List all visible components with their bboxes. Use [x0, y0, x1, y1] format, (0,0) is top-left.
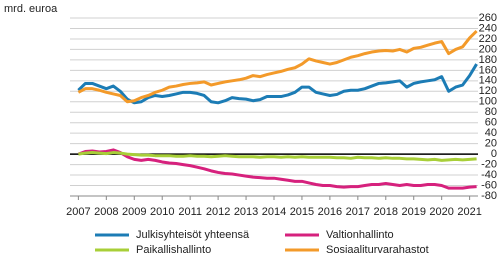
legend-label: Sosiaaliturvarahastot: [326, 244, 429, 256]
x-tick-label: 2009: [122, 206, 146, 218]
y-tick-label: 0: [491, 148, 497, 160]
series-line: [77, 63, 478, 105]
x-tick-label: 2016: [318, 206, 342, 218]
x-tick-label: 2014: [262, 206, 286, 218]
y-tick-label: 80: [485, 106, 497, 118]
x-tick-label: 2018: [374, 206, 398, 218]
y-tick-label: 180: [479, 54, 497, 66]
y-tick-label: -20: [481, 158, 497, 170]
x-tick-label: 2017: [346, 206, 370, 218]
y-tick-label: 240: [479, 22, 497, 34]
legend-label: Julkisyhteisöt yhteensä: [136, 229, 250, 241]
y-tick-label: 160: [479, 64, 497, 76]
y-tick-label: 220: [479, 33, 497, 45]
y-tick-label: 100: [479, 96, 497, 108]
y-tick-label: 260: [479, 12, 497, 24]
x-tick-label: 2019: [401, 206, 425, 218]
series-line: [78, 151, 477, 162]
x-tick-label: 2013: [234, 206, 258, 218]
y-axis-label: mrd. euroa: [4, 3, 58, 15]
y-tick-label: 140: [479, 75, 497, 87]
x-tick-label: 2010: [150, 206, 174, 218]
series-line: [77, 30, 478, 104]
x-tick-label: 2011: [178, 206, 202, 218]
y-tick-label: 40: [485, 127, 497, 139]
x-tick-label: 2008: [94, 206, 118, 218]
y-tick-label: -40: [481, 169, 497, 181]
x-tick-label: 2021: [457, 206, 481, 218]
legend-label: Paikallishallinto: [136, 244, 211, 256]
x-tick-label: 2007: [66, 206, 90, 218]
y-tick-label: 200: [479, 43, 497, 55]
y-tick-label: -60: [481, 179, 497, 191]
series-line: [77, 148, 477, 190]
y-tick-label: -80: [481, 190, 497, 202]
y-tick-label: 120: [479, 85, 497, 97]
x-tick-label: 2012: [206, 206, 230, 218]
y-tick-label: 60: [485, 117, 497, 129]
y-tick-label: 20: [485, 138, 497, 150]
legend-label: Valtionhallinto: [326, 229, 394, 241]
x-tick-label: 2020: [429, 206, 453, 218]
x-tick-label: 2015: [290, 206, 314, 218]
